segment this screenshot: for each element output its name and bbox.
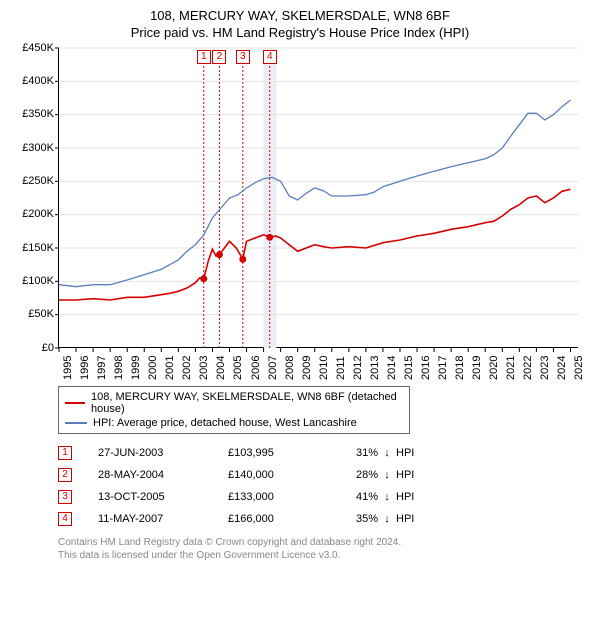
x-axis: 1995 1996 1997 1998 1999 2000 2001 2002 2003 2004…: [58, 350, 578, 384]
title-line-2: Price paid vs. HM Land Registry's House …: [10, 25, 590, 42]
sale-price: £166,000: [228, 513, 338, 525]
sale-pct: 35%: [338, 513, 378, 525]
x-tick-label: 2023: [539, 355, 551, 379]
sale-row-marker: 2: [58, 468, 72, 482]
sale-row: 1 27-JUN-2003£103,99531%↓HPI: [58, 442, 590, 464]
sale-pct: 41%: [338, 491, 378, 503]
sale-row: 2 28-MAY-2004£140,00028%↓HPI: [58, 464, 590, 486]
title-line-1: 108, MERCURY WAY, SKELMERSDALE, WN8 6BF: [10, 8, 590, 25]
x-tick-label: 2010: [318, 355, 330, 379]
legend-row: 108, MERCURY WAY, SKELMERSDALE, WN8 6BF …: [65, 390, 403, 416]
x-tick-label: 2012: [352, 355, 364, 379]
legend-swatch: [65, 402, 85, 404]
sale-row: 4 11-MAY-2007£166,00035%↓HPI: [58, 508, 590, 530]
x-tick-label: 2016: [420, 355, 432, 379]
sale-date: 13-OCT-2005: [98, 491, 228, 503]
sale-hpi-label: HPI: [396, 447, 414, 459]
x-tick-label: 2015: [403, 355, 415, 379]
y-tick-label: £400K: [22, 75, 54, 87]
sale-marker-4: 4: [263, 50, 277, 64]
sale-row-marker: 4: [58, 512, 72, 526]
sale-hpi-label: HPI: [396, 491, 414, 503]
x-tick-label: 2014: [386, 355, 398, 379]
sale-date: 28-MAY-2004: [98, 469, 228, 481]
x-tick-label: 2020: [488, 355, 500, 379]
sale-date: 27-JUN-2003: [98, 447, 228, 459]
chart-area: £0 £50K £100K £150K £200K £250K £300K £350K £400…: [10, 48, 590, 386]
y-tick-label: £50K: [28, 308, 54, 320]
x-tick-label: 1998: [113, 355, 125, 379]
sale-row-marker: 1: [58, 446, 72, 460]
y-tick-label: £150K: [22, 242, 54, 254]
legend-label: 108, MERCURY WAY, SKELMERSDALE, WN8 6BF …: [91, 391, 403, 415]
y-tick-label: £250K: [22, 175, 54, 187]
legend: 108, MERCURY WAY, SKELMERSDALE, WN8 6BF …: [58, 386, 410, 434]
sale-hpi-label: HPI: [396, 469, 414, 481]
x-tick-label: 1995: [62, 355, 74, 379]
x-tick-label: 2011: [335, 356, 347, 380]
x-tick-label: 2017: [437, 355, 449, 379]
x-tick-label: 2025: [573, 355, 585, 379]
y-tick-label: £0: [42, 342, 54, 354]
x-tick-label: 2013: [369, 355, 381, 379]
y-axis: £0£50K£100K£150K£200K£250K£300K£350K£400…: [10, 48, 56, 348]
sales-table: 127-JUN-2003£103,99531%↓HPI228-MAY-2004£…: [58, 442, 590, 530]
sale-price: £133,000: [228, 491, 338, 503]
x-tick-label: 2003: [198, 355, 210, 379]
footer-line-2: This data is licensed under the Open Gov…: [58, 549, 590, 562]
y-tick-label: £100K: [22, 275, 54, 287]
x-tick-label: 2018: [454, 355, 466, 379]
x-tick-label: 2008: [284, 355, 296, 379]
x-tick-label: 2021: [505, 355, 517, 379]
y-tick-label: £450K: [22, 42, 54, 54]
down-arrow-icon: ↓: [378, 513, 396, 525]
sale-pct: 28%: [338, 469, 378, 481]
legend-label: HPI: Average price, detached house, West…: [93, 417, 357, 429]
x-tick-label: 1999: [130, 355, 142, 379]
x-tick-label: 2000: [147, 355, 159, 379]
sale-row-marker: 3: [58, 490, 72, 504]
x-tick-label: 2004: [215, 355, 227, 379]
y-tick-label: £200K: [22, 208, 54, 220]
down-arrow-icon: ↓: [378, 491, 396, 503]
x-tick-label: 2024: [556, 355, 568, 379]
sale-row: 3 13-OCT-2005£133,00041%↓HPI: [58, 486, 590, 508]
x-tick-label: 2001: [164, 355, 176, 379]
x-tick-label: 1997: [96, 355, 108, 379]
legend-swatch: [65, 422, 87, 424]
footer-line-1: Contains HM Land Registry data © Crown c…: [58, 536, 590, 549]
footer: Contains HM Land Registry data © Crown c…: [58, 536, 590, 562]
sale-marker-2: 2: [212, 50, 226, 64]
x-tick-label: 2006: [250, 355, 262, 379]
y-tick-label: £300K: [22, 142, 54, 154]
x-tick-label: 2002: [181, 355, 193, 379]
sale-price: £103,995: [228, 447, 338, 459]
x-tick-label: 2005: [232, 355, 244, 379]
x-tick-label: 2019: [471, 355, 483, 379]
down-arrow-icon: ↓: [378, 447, 396, 459]
sale-marker-1: 1: [197, 50, 211, 64]
sale-marker-3: 3: [236, 50, 250, 64]
x-tick-label: 1996: [79, 355, 91, 379]
x-tick-label: 2022: [522, 355, 534, 379]
sale-date: 11-MAY-2007: [98, 513, 228, 525]
sale-hpi-label: HPI: [396, 513, 414, 525]
y-tick-label: £350K: [22, 108, 54, 120]
x-tick-label: 2007: [267, 355, 279, 379]
plot-region: 1234: [58, 48, 578, 348]
figure-container: 108, MERCURY WAY, SKELMERSDALE, WN8 6BF …: [0, 0, 600, 620]
legend-row: HPI: Average price, detached house, West…: [65, 416, 403, 430]
x-tick-label: 2009: [301, 355, 313, 379]
down-arrow-icon: ↓: [378, 469, 396, 481]
sale-price: £140,000: [228, 469, 338, 481]
sale-pct: 31%: [338, 447, 378, 459]
